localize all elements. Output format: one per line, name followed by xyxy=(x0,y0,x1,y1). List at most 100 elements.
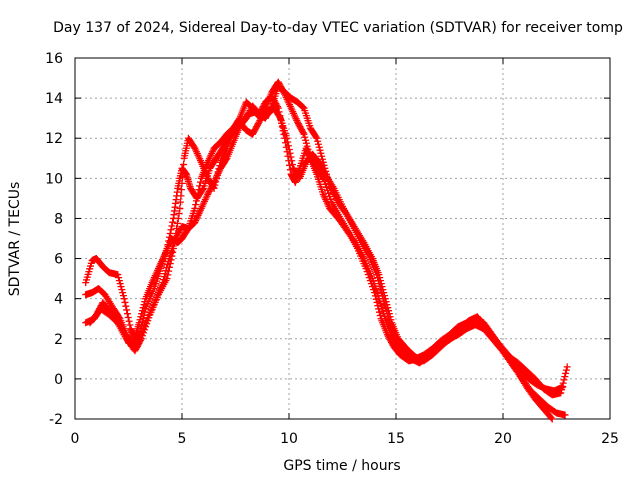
data-point xyxy=(243,113,251,121)
data-point xyxy=(286,149,294,157)
data-point xyxy=(288,161,296,169)
data-point xyxy=(160,276,168,284)
x-tick-label: 20 xyxy=(494,431,512,447)
data-point xyxy=(114,271,122,279)
data-point xyxy=(94,308,102,316)
data-point xyxy=(285,146,293,154)
x-tick-labels: 0 5 10 15 20 25 xyxy=(71,431,619,447)
data-point xyxy=(176,227,184,235)
data-point xyxy=(315,143,323,151)
data-point xyxy=(302,139,310,147)
data-point xyxy=(134,340,142,348)
data-point xyxy=(124,313,132,321)
data-point xyxy=(322,167,330,175)
y-tick-labels: -2 0 2 4 6 8 10 12 14 16 xyxy=(45,51,63,428)
data-point xyxy=(206,186,214,194)
data-point xyxy=(312,133,320,141)
data-point xyxy=(209,180,217,188)
data-point xyxy=(563,363,571,371)
plot-frame xyxy=(74,57,611,420)
data-point xyxy=(95,306,103,314)
data-point xyxy=(319,158,327,166)
x-tick-label: 0 xyxy=(71,431,80,447)
data-point xyxy=(295,121,303,129)
data-point xyxy=(283,134,291,142)
data-point xyxy=(136,334,144,342)
data-point xyxy=(547,414,555,422)
data-point xyxy=(561,373,569,381)
data-point xyxy=(298,126,306,134)
data-point xyxy=(141,322,149,330)
data-point xyxy=(350,237,358,245)
data-point xyxy=(161,270,169,278)
data-point xyxy=(561,411,569,419)
data-point xyxy=(174,230,182,238)
data-point xyxy=(119,292,127,300)
data-point xyxy=(176,198,184,206)
data-point xyxy=(264,110,272,118)
data-point xyxy=(174,214,182,222)
data-point xyxy=(179,173,187,181)
data-point xyxy=(204,190,212,198)
data-point xyxy=(135,337,143,345)
data-point xyxy=(314,140,322,148)
data-point xyxy=(222,156,230,164)
data-point xyxy=(261,114,269,122)
data-point xyxy=(160,273,168,281)
data-point xyxy=(288,157,296,165)
y-tick-label: 8 xyxy=(54,211,63,227)
data-point xyxy=(165,233,173,241)
data-point xyxy=(316,160,324,168)
data-point xyxy=(126,321,134,329)
x-tick-label: 10 xyxy=(280,431,298,447)
data-point xyxy=(96,305,104,313)
data-point xyxy=(175,209,183,217)
data-point xyxy=(172,233,180,241)
data-point xyxy=(196,178,204,186)
data-point xyxy=(378,283,386,291)
data-point xyxy=(376,277,384,285)
y-tick-label: 14 xyxy=(45,91,63,107)
data-point xyxy=(557,389,565,397)
data-point xyxy=(375,308,383,316)
data-point xyxy=(204,189,212,197)
data-point xyxy=(245,108,253,116)
chart-title: Day 137 of 2024, Sidereal Day-to-day VTE… xyxy=(53,20,623,36)
data-point xyxy=(207,184,215,192)
data-point xyxy=(123,310,131,318)
data-point xyxy=(115,277,123,285)
data-point xyxy=(380,289,388,297)
data-point xyxy=(192,201,200,209)
data-point xyxy=(164,241,172,249)
data-point xyxy=(178,179,186,187)
data-point xyxy=(138,318,146,326)
data-point xyxy=(164,258,172,266)
data-point xyxy=(266,105,274,113)
grid-lines xyxy=(75,58,610,419)
data-point xyxy=(314,137,322,145)
data-point xyxy=(176,204,184,212)
y-tick-label: -2 xyxy=(49,412,63,428)
data-point xyxy=(284,138,292,146)
data-points xyxy=(82,78,571,423)
data-point xyxy=(190,143,198,151)
data-point xyxy=(253,121,261,129)
data-point xyxy=(548,415,556,423)
data-point xyxy=(276,113,284,121)
data-point xyxy=(117,283,125,291)
data-point xyxy=(382,298,390,306)
y-tick-label: 10 xyxy=(45,171,63,187)
data-point xyxy=(172,235,180,242)
data-point xyxy=(265,107,273,115)
axis-ticks xyxy=(74,57,611,420)
data-point xyxy=(123,306,131,314)
data-point xyxy=(297,124,305,132)
data-point xyxy=(298,127,306,135)
data-point xyxy=(208,183,216,191)
data-point xyxy=(177,192,185,200)
data-point xyxy=(179,167,187,175)
y-tick-label: 2 xyxy=(54,332,63,348)
data-point xyxy=(262,113,270,121)
y-tick-label: 16 xyxy=(45,51,63,67)
data-point xyxy=(169,218,177,226)
